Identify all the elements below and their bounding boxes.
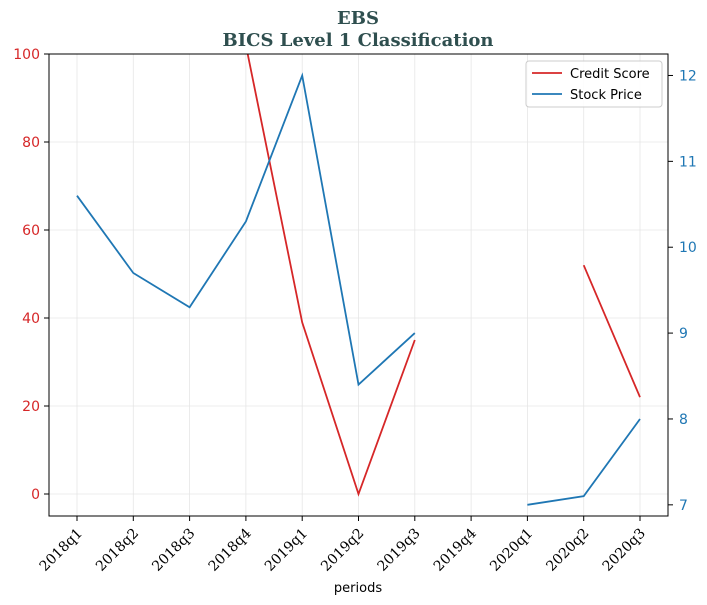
legend-label: Credit Score [570,67,650,82]
right-tick-label: 10 [679,240,697,256]
legend: Credit Score Stock Price [525,60,663,108]
x-axis: 2018q1 2018q2 2018q3 2018q4 2019q1 2019q2 2019… [37,516,649,575]
left-tick-label: 60 [22,223,40,239]
left-tick-label: 100 [13,47,40,63]
right-tick-label: 9 [679,326,688,342]
left-axis: 0 20 40 60 80 100 [13,47,49,503]
chart-title: EBS [337,8,379,29]
series-line-stock-price [76,72,416,387]
series-line-stock-price [527,418,641,506]
series-line-credit-score [582,264,641,398]
x-tick-label: 2019q2 [318,526,367,575]
series-line-credit-score [246,54,416,497]
series-layer [76,54,641,506]
chart-subtitle: BICS Level 1 Classification [222,30,493,51]
right-tick-label: 8 [679,412,688,428]
right-tick-label: 11 [679,154,697,170]
x-tick-label: 2019q4 [431,525,480,574]
right-tick-label: 12 [679,68,697,84]
x-tick-label: 2019q1 [262,526,311,575]
x-tick-label: 2018q4 [206,525,255,574]
grid [49,53,668,516]
legend-label: Stock Price [570,88,642,103]
x-tick-label: 2019q3 [374,526,423,575]
right-tick-label: 7 [679,498,688,514]
left-tick-label: 80 [22,135,40,151]
x-tick-label: 2018q1 [37,526,86,575]
x-tick-label: 2020q3 [600,526,649,575]
left-tick-label: 40 [22,311,40,327]
x-tick-label: 2018q2 [93,526,142,575]
left-tick-label: 0 [31,487,40,503]
x-tick-label: 2018q3 [149,526,198,575]
right-axis: 7 8 9 10 11 12 [668,68,697,514]
x-axis-label: periods [334,581,382,596]
x-tick-label: 2020q1 [487,526,536,575]
x-tick-label: 2020q2 [543,526,592,575]
left-tick-label: 20 [22,399,40,415]
